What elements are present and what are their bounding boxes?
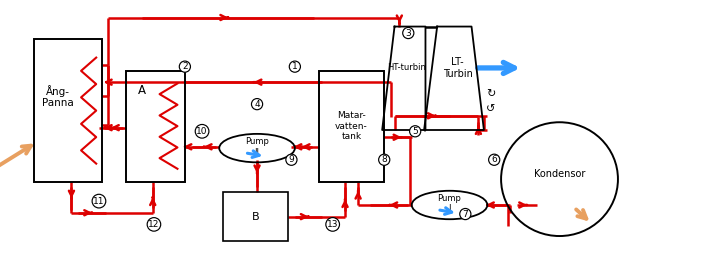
Text: Pump
II: Pump II [245, 137, 269, 157]
Text: Matar-
vatten-
tank: Matar- vatten- tank [335, 111, 368, 141]
Text: 6: 6 [491, 155, 497, 164]
Bar [223, 192, 288, 241]
Text: 11: 11 [93, 197, 105, 206]
Text: 5: 5 [412, 127, 418, 136]
Bar [127, 70, 185, 182]
Text: A: A [138, 84, 147, 97]
Text: HT-turbin: HT-turbin [387, 63, 426, 73]
Text: 3: 3 [406, 29, 411, 37]
Text: 1: 1 [292, 62, 298, 71]
Text: ↻: ↻ [486, 89, 496, 99]
Text: Kondensor: Kondensor [534, 169, 586, 179]
Text: B: B [251, 212, 259, 222]
Text: 2: 2 [182, 62, 188, 71]
Text: Pump
I: Pump I [438, 194, 462, 213]
Text: Ång-
Panna: Ång- Panna [42, 84, 74, 108]
Bar [319, 70, 384, 182]
Text: 7: 7 [462, 210, 468, 219]
Text: 8: 8 [382, 155, 387, 164]
Text: 4: 4 [254, 100, 260, 109]
Text: 10: 10 [196, 127, 208, 136]
Bar [34, 40, 103, 182]
Text: 9: 9 [289, 155, 295, 164]
Text: ↺: ↺ [486, 104, 496, 114]
Text: 12: 12 [148, 220, 159, 229]
Text: 13: 13 [327, 220, 338, 229]
Text: LT-
Turbin: LT- Turbin [442, 57, 473, 79]
